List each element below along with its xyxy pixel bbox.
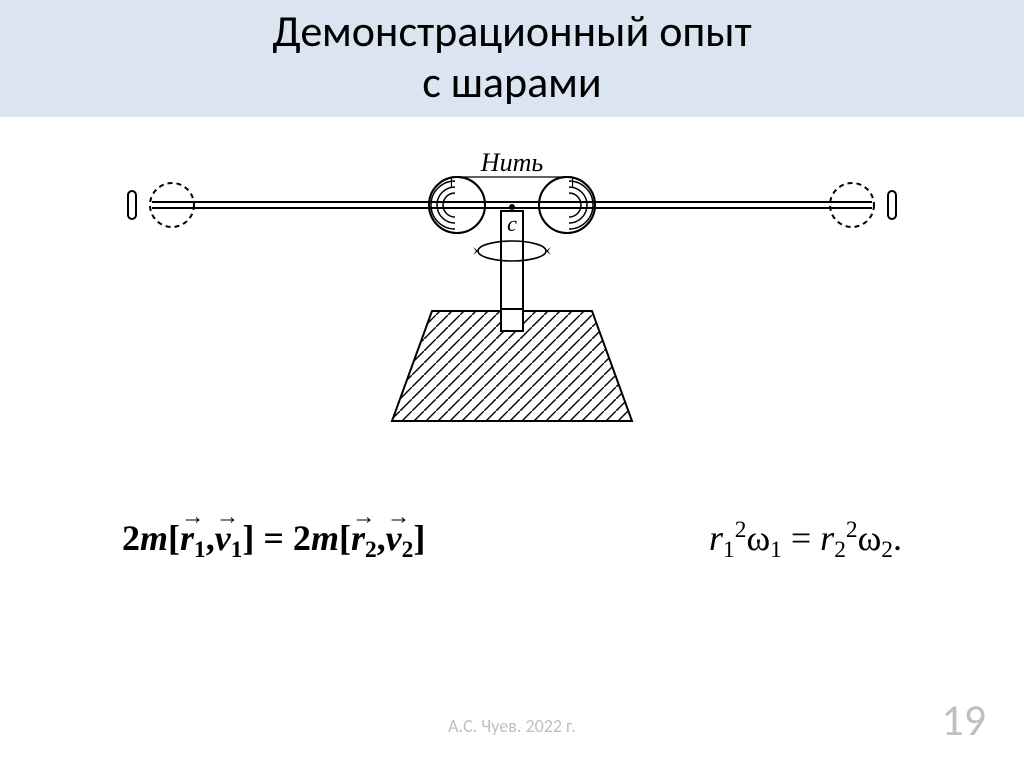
- page-number: 19: [941, 693, 986, 747]
- equations-row: 2m[r1,v1] = 2m[r2,v2] r12ω1 = r22ω2.: [102, 517, 922, 564]
- slide-title: Демонстрационный опыт с шарами: [0, 6, 1024, 107]
- title-bar: Демонстрационный опыт с шарами: [0, 0, 1024, 117]
- equation-right: r12ω1 = r22ω2.: [709, 517, 902, 564]
- apparatus-diagram: Нить c: [112, 147, 912, 467]
- title-line-2: с шарами: [422, 55, 601, 109]
- svg-text:c: c: [507, 211, 517, 236]
- svg-text:Нить: Нить: [480, 148, 544, 177]
- footer-credit: А.С. Чуев. 2022 г.: [0, 715, 1024, 737]
- equation-left: 2m[r1,v1] = 2m[r2,v2]: [122, 517, 425, 564]
- title-line-1: Демонстрационный опыт: [272, 4, 751, 58]
- diagram-container: Нить c: [0, 147, 1024, 467]
